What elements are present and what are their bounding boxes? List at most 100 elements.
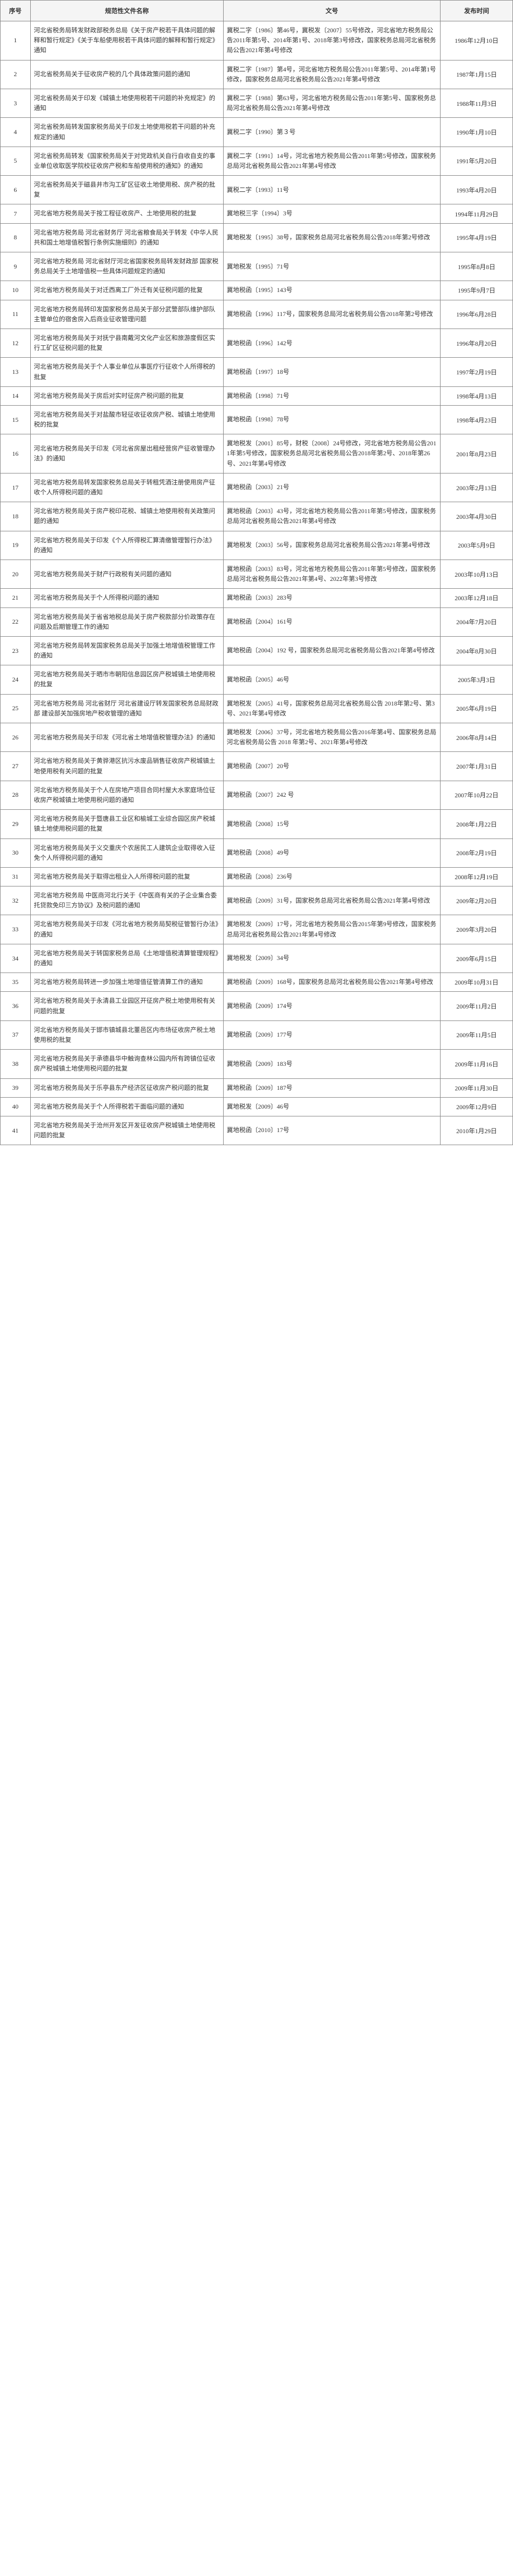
cell-date: 2001年8月23日 (441, 434, 513, 473)
cell-date: 2009年11月30日 (441, 1078, 513, 1097)
cell-date: 1993年4月20日 (441, 176, 513, 204)
cell-date: 1996年6月28日 (441, 300, 513, 329)
cell-seq: 31 (1, 867, 31, 886)
cell-name: 河北省税务局转发国家税务局关于印发土地使用税若干问题的补充规定的通知 (30, 118, 223, 147)
cell-date: 2009年3月20日 (441, 915, 513, 944)
cell-name: 河北省地方税务局转印发国家税务总局关于部分武警部队维护部队主管单位的宿舍房入后商… (30, 300, 223, 329)
cell-name: 河北省地方税务局关于房产税印花税、城镇土地使用税有关政策问题的通知 (30, 502, 223, 531)
cell-seq: 21 (1, 589, 31, 607)
cell-docnum: 冀地税发〔2003〕56号，国家税务总局河北省税务局公告2021年第4号修改 (223, 531, 440, 560)
cell-date: 1988年11月3日 (441, 89, 513, 117)
cell-seq: 35 (1, 973, 31, 992)
table-row: 35河北省地方税务局转进一步加强土地增值征管清算工作的通知冀地税函〔2009〕1… (1, 973, 513, 992)
cell-date: 2003年4月30日 (441, 502, 513, 531)
table-row: 8河北省地方税务局 河北省财务厅 河北省粮食局关于转发《中华人民共和国土地增值税… (1, 223, 513, 252)
table-row: 36河北省地方税务局关于永清县工业园区开征房产税土地使用税有关问题的批复冀地税函… (1, 992, 513, 1020)
cell-seq: 8 (1, 223, 31, 252)
cell-docnum: 冀地税发〔2005〕41号，国家税务总局河北省税务局公告 2018年第2号、第3… (223, 694, 440, 723)
cell-seq: 7 (1, 204, 31, 223)
cell-docnum: 冀地税函〔2009〕31号，国家税务总局河北省税务局公告2021年第4号修改 (223, 886, 440, 915)
table-row: 11河北省地方税务局转印发国家税务总局关于部分武警部队维护部队主管单位的宿舍房入… (1, 300, 513, 329)
cell-name: 河北省地方税务局关于印发《河北省土地增值税管理办法》的通知 (30, 723, 223, 752)
cell-name: 河北省地方税务局关于印发《个人所得税汇算清缴管理暂行办法》的通知 (30, 531, 223, 560)
cell-docnum: 冀地税函〔2009〕174号 (223, 992, 440, 1020)
table-row: 39河北省地方税务局关于乐亭县东产经济区征收房产税问题的批复冀地税函〔2009〕… (1, 1078, 513, 1097)
cell-docnum: 冀地税函〔1998〕71号 (223, 386, 440, 405)
cell-seq: 10 (1, 281, 31, 300)
cell-seq: 29 (1, 810, 31, 839)
cell-seq: 2 (1, 60, 31, 89)
cell-name: 河北省地方税务局关于印发《河北省地方税务局契税征管暂行办法》的通知 (30, 915, 223, 944)
cell-date: 1994年11月29日 (441, 204, 513, 223)
table-row: 9河北省地方税务局 河北省财厅河北省国家税务局转发财政部 国家税务总局关于土地增… (1, 252, 513, 281)
table-row: 33河北省地方税务局关于印发《河北省地方税务局契税征管暂行办法》的通知冀地税发〔… (1, 915, 513, 944)
cell-date: 2004年8月30日 (441, 636, 513, 665)
table-row: 40河北省地方税务局关于个人所得税若干面临问题的通知冀地税发〔2009〕46号2… (1, 1097, 513, 1116)
cell-date: 2003年10月13日 (441, 560, 513, 588)
table-row: 4河北省税务局转发国家税务局关于印发土地使用税若干问题的补充规定的通知冀税二字〔… (1, 118, 513, 147)
cell-name: 河北省地方税务局关于个人所得税若干面临问题的通知 (30, 1097, 223, 1116)
cell-name: 河北省地方税务局转发国家税务总局关于转租凭酒注册使用房产征收个人所得税问题的通知 (30, 473, 223, 502)
table-row: 28河北省地方税务局关于个人在房地产项目合同村屋大水家庭场位征收房产税城镇土地使… (1, 781, 513, 809)
table-row: 5河北省税务局转发《国家税务局关于对党政机关自行自收自支的事业单位收取医学院校征… (1, 147, 513, 175)
cell-date: 2009年10月31日 (441, 973, 513, 992)
cell-docnum: 冀地税函〔2003〕43号，河北省地方税务局公告2011年第5号修改，国家税务总… (223, 502, 440, 531)
cell-name: 河北省地方税务局关于取得出租业入人所得税问题的批复 (30, 867, 223, 886)
cell-docnum: 冀税二字〔1988〕第63号，河北省地方税务局公告2011年第5号、国家税务总局… (223, 89, 440, 117)
cell-docnum: 冀地税函〔1997〕18号 (223, 358, 440, 386)
cell-docnum: 冀地税发〔1995〕71号 (223, 252, 440, 281)
cell-seq: 4 (1, 118, 31, 147)
cell-date: 1995年8月8日 (441, 252, 513, 281)
table-row: 14河北省地方税务局关于房后对实时征房产税问题的批复冀地税函〔1998〕71号1… (1, 386, 513, 405)
cell-docnum: 冀地税发〔2009〕34号 (223, 944, 440, 973)
cell-name: 河北省地方税务局关于转国家税务总局《土地增值税清算管理规程》的通知 (30, 944, 223, 973)
cell-date: 1996年8月20日 (441, 329, 513, 357)
cell-seq: 36 (1, 992, 31, 1020)
table-row: 29河北省地方税务局关于暨唐县工业区和榆城工业综合园区房产税城镇土地使用税问题的… (1, 810, 513, 839)
cell-name: 河北省地方税务局关于晒市市朝阳信息园区房产税城镇土地使用税的批复 (30, 665, 223, 694)
cell-docnum: 冀地税发〔2009〕46号 (223, 1097, 440, 1116)
cell-seq: 16 (1, 434, 31, 473)
cell-date: 2003年2月13日 (441, 473, 513, 502)
cell-docnum: 冀地税函〔2003〕83号，河北省地方税务局公告2011年第5号修改，国家税务总… (223, 560, 440, 588)
cell-date: 2003年5月9日 (441, 531, 513, 560)
table-row: 38河北省地方税务局关于承德县华中触询查林公园内所有跨镇位征收房产税城镇土地使用… (1, 1050, 513, 1078)
cell-docnum: 冀地税函〔2005〕46号 (223, 665, 440, 694)
cell-seq: 34 (1, 944, 31, 973)
cell-name: 河北省地方税务局关于印发《河北省房屋出租经营房产征收管理办法》的通知 (30, 434, 223, 473)
cell-docnum: 冀税二字〔1993〕11号 (223, 176, 440, 204)
cell-seq: 33 (1, 915, 31, 944)
cell-name: 河北省地方税务局关于承德县华中触询查林公园内所有跨镇位征收房产税城镇土地使用税问… (30, 1050, 223, 1078)
cell-date: 1991年5月20日 (441, 147, 513, 175)
cell-docnum: 冀地税发〔1995〕38号，国家税务总局河北省税务局公告2018年第2号修改 (223, 223, 440, 252)
cell-docnum: 冀地税函〔2009〕187号 (223, 1078, 440, 1097)
cell-date: 2009年11月16日 (441, 1050, 513, 1078)
cell-name: 河北省地方税务局关于永清县工业园区开征房产税土地使用税有关问题的批复 (30, 992, 223, 1020)
table-row: 6河北省税务局关于磁县井市沟工矿区征收土地使用税、房产税的批复冀税二字〔1993… (1, 176, 513, 204)
cell-seq: 41 (1, 1116, 31, 1145)
header-name: 规范性文件名称 (30, 1, 223, 21)
cell-name: 河北省地方税务局 河北省财厅 河北省建设厅转发国家税务总局财政部 建设部关加强房… (30, 694, 223, 723)
cell-docnum: 冀地税函〔1996〕142号 (223, 329, 440, 357)
cell-seq: 30 (1, 839, 31, 867)
cell-date: 2009年11月2日 (441, 992, 513, 1020)
cell-seq: 12 (1, 329, 31, 357)
cell-date: 2007年1月31日 (441, 752, 513, 781)
cell-date: 1986年12月10日 (441, 21, 513, 60)
cell-date: 2009年12月9日 (441, 1097, 513, 1116)
cell-name: 河北省地方税务局 中医商河北行关于《中医商有关的子企业集合委托贷款免印三方协议》… (30, 886, 223, 915)
table-row: 26河北省地方税务局关于印发《河北省土地增值税管理办法》的通知冀地税发〔2006… (1, 723, 513, 752)
cell-docnum: 冀地税函〔2008〕15号 (223, 810, 440, 839)
table-row: 31河北省地方税务局关于取得出租业入人所得税问题的批复冀地税函〔2008〕236… (1, 867, 513, 886)
cell-docnum: 冀地税函〔1996〕117号，国家税务总局河北省税务局公告2018年第2号修改 (223, 300, 440, 329)
table-row: 34河北省地方税务局关于转国家税务总局《土地增值税清算管理规程》的通知冀地税发〔… (1, 944, 513, 973)
regulations-table: 序号 规范性文件名称 文号 发布时间 1河北省税务局转发财政部税务总局《关于房产… (0, 0, 513, 1145)
cell-docnum: 冀地税函〔2010〕17号 (223, 1116, 440, 1145)
table-row: 18河北省地方税务局关于房产税印花税、城镇土地使用税有关政策问题的通知冀地税函〔… (1, 502, 513, 531)
cell-docnum: 冀地税三字〔1994〕3号 (223, 204, 440, 223)
table-row: 10河北省地方税务局关于对迁西离工厂外迁有关征税问题的批复冀地税函〔1995〕1… (1, 281, 513, 300)
cell-name: 河北省地方税务局关于沧州开发区开发征收房产税城镇土地使用税问题的批复 (30, 1116, 223, 1145)
table-row: 16河北省地方税务局关于印发《河北省房屋出租经营房产征收管理办法》的通知冀地税发… (1, 434, 513, 473)
header-seq: 序号 (1, 1, 31, 21)
cell-docnum: 冀地税函〔2008〕49号 (223, 839, 440, 867)
